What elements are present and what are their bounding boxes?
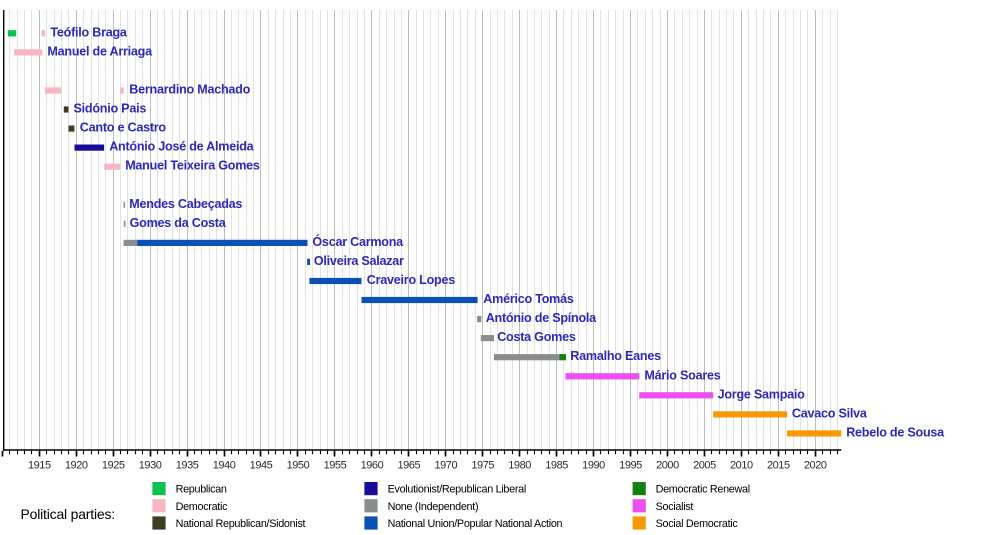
svg-text:1980: 1980 (508, 460, 531, 472)
svg-text:1985: 1985 (545, 460, 568, 472)
svg-text:1960: 1960 (361, 460, 384, 472)
svg-text:Óscar Carmona: Óscar Carmona (312, 234, 404, 249)
svg-text:1945: 1945 (250, 460, 273, 472)
svg-text:1955: 1955 (324, 460, 347, 472)
svg-text:Jorge Sampaio: Jorge Sampaio (718, 387, 806, 401)
svg-text:1970: 1970 (434, 460, 457, 472)
svg-text:1990: 1990 (582, 460, 605, 472)
svg-text:Costa Gomes: Costa Gomes (497, 330, 576, 344)
svg-text:Evolutionist/Republican Libera: Evolutionist/Republican Liberal (388, 484, 526, 496)
svg-text:Democratic: Democratic (176, 501, 228, 513)
svg-text:1930: 1930 (139, 460, 162, 472)
svg-text:Manuel de Arriaga: Manuel de Arriaga (47, 44, 153, 58)
svg-text:1920: 1920 (65, 460, 88, 472)
svg-text:None (Independent): None (Independent) (388, 501, 479, 513)
svg-text:Manuel Teixeira Gomes: Manuel Teixeira Gomes (125, 159, 260, 173)
svg-text:1915: 1915 (28, 460, 51, 472)
svg-text:Craveiro Lopes: Craveiro Lopes (367, 273, 455, 287)
svg-text:Canto e Castro: Canto e Castro (80, 121, 167, 135)
svg-text:1940: 1940 (213, 460, 236, 472)
svg-text:2015: 2015 (767, 460, 790, 472)
svg-text:Social Democratic: Social Democratic (656, 518, 739, 530)
svg-text:Gomes da Costa: Gomes da Costa (130, 216, 227, 230)
svg-text:2000: 2000 (656, 460, 679, 472)
svg-text:Sidónio Pais: Sidónio Pais (74, 102, 147, 116)
svg-text:1950: 1950 (287, 460, 310, 472)
svg-text:Democratic Renewal: Democratic Renewal (656, 484, 750, 496)
svg-text:National Union/Popular Nationa: National Union/Popular National Action (388, 518, 563, 530)
svg-text:1935: 1935 (176, 460, 199, 472)
svg-text:Teófilo Braga: Teófilo Braga (50, 25, 128, 39)
svg-text:Mário Soares: Mário Soares (644, 368, 720, 382)
svg-text:Américo Tomás: Américo Tomás (483, 292, 574, 306)
svg-text:1925: 1925 (102, 460, 125, 472)
svg-text:Rebelo de Sousa: Rebelo de Sousa (846, 425, 945, 439)
svg-text:Political parties:: Political parties: (21, 506, 115, 522)
svg-text:1995: 1995 (619, 460, 642, 472)
svg-text:Ramalho Eanes: Ramalho Eanes (570, 349, 661, 363)
svg-text:António José de Almeida: António José de Almeida (109, 140, 254, 154)
svg-text:2020: 2020 (804, 460, 827, 472)
svg-text:1965: 1965 (397, 460, 420, 472)
svg-text:Bernardino Machado: Bernardino Machado (129, 83, 250, 97)
svg-text:Republican: Republican (176, 484, 227, 496)
svg-text:Socialist: Socialist (656, 501, 694, 513)
svg-text:National Republican/Sidonist: National Republican/Sidonist (176, 518, 306, 530)
svg-text:Oliveira Salazar: Oliveira Salazar (314, 254, 404, 268)
svg-text:2010: 2010 (730, 460, 753, 472)
svg-text:2005: 2005 (693, 460, 716, 472)
svg-text:Cavaco Silva: Cavaco Silva (792, 406, 868, 420)
svg-text:1975: 1975 (471, 460, 494, 472)
svg-text:António de Spínola: António de Spínola (486, 311, 597, 325)
svg-text:Mendes Cabeçadas: Mendes Cabeçadas (129, 197, 242, 211)
